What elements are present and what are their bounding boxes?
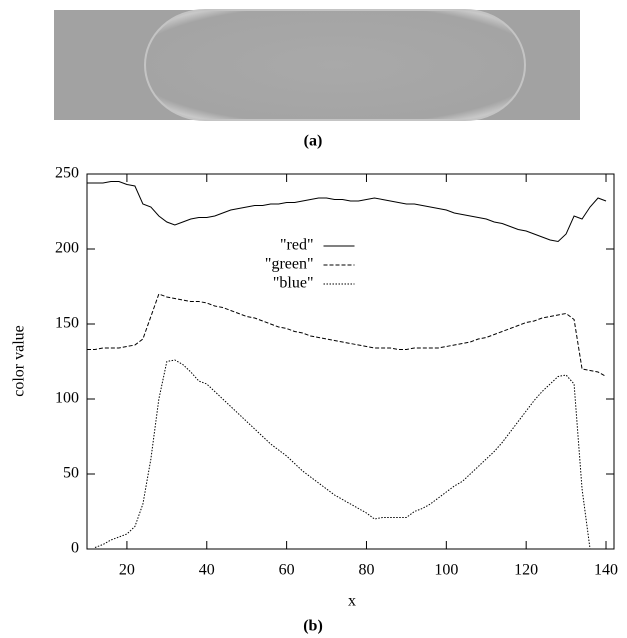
subfigure-label: (b) (303, 618, 323, 635)
y-tick-label: 50 (63, 465, 79, 482)
x-tick-label: 120 (514, 562, 538, 579)
y-tick-label: 0 (71, 540, 79, 557)
x-tick-label: 20 (119, 562, 135, 579)
legend-label: "green" (265, 256, 314, 273)
series-line (87, 181, 607, 243)
x-tick-label: 40 (199, 562, 215, 579)
x-tick-label: 100 (434, 562, 458, 579)
x-tick-label: 60 (279, 562, 295, 579)
y-axis-label: color value (11, 325, 28, 397)
y-tick-label: 150 (55, 315, 79, 332)
x-tick-label: 140 (594, 562, 618, 579)
plot-frame (86, 173, 615, 550)
x-tick-label: 80 (358, 562, 374, 579)
y-tick-label: 100 (55, 390, 79, 407)
image-object (144, 9, 526, 121)
y-tick-label: 250 (55, 165, 79, 182)
legend-label: "blue" (273, 275, 314, 292)
subfigure-label: (a) (304, 133, 323, 150)
series-line (94, 359, 591, 550)
legend-label: "red" (280, 237, 314, 254)
y-tick-label: 200 (55, 240, 79, 257)
series-line (87, 293, 607, 377)
x-axis-label: x (348, 593, 356, 610)
